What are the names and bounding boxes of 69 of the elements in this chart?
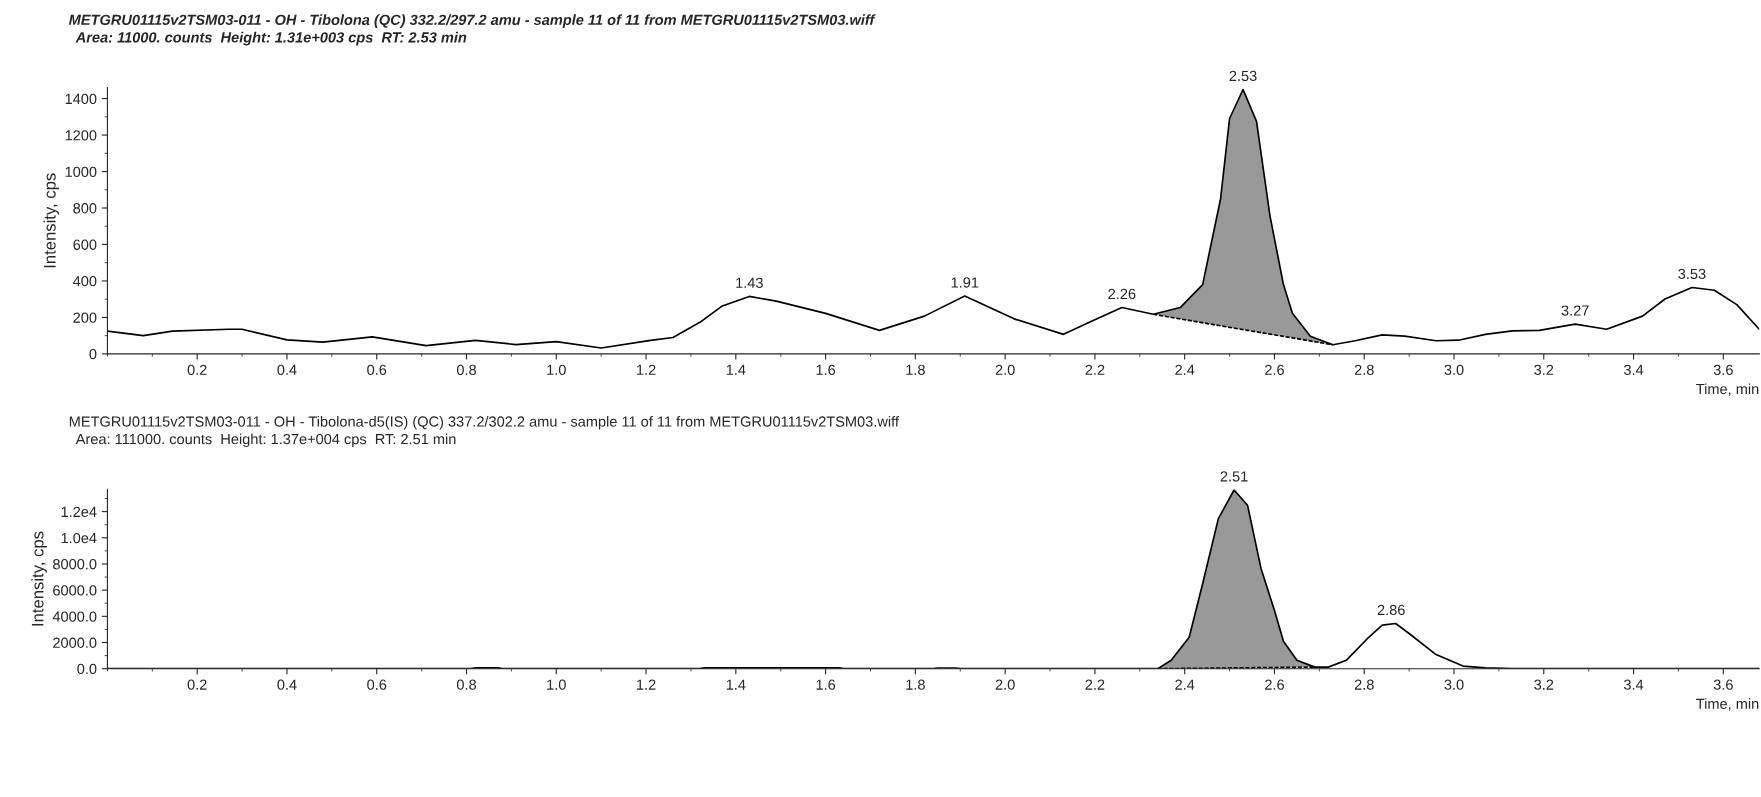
x-tick-label: 2.2 [1085, 679, 1105, 690]
y-axis-title: Intensity, cps [43, 173, 60, 268]
annotation: 2.53 [1229, 70, 1257, 82]
x-tick-label: 0.4 [277, 679, 297, 690]
x-tick-label: 3.6 [1713, 679, 1733, 690]
annotation: 2.51 [1220, 471, 1248, 482]
x-tick-label: 1.6 [816, 679, 836, 690]
x-tick-label: 0.4 [277, 364, 297, 375]
line-series [107, 88, 1760, 349]
x-tick-label: 3.0 [1444, 679, 1464, 690]
y-tick-label: 0.0 [77, 663, 97, 675]
line-series [1152, 313, 1334, 346]
annotation: 2.26 [1108, 288, 1136, 300]
y-tick-label: 4000.0 [52, 611, 97, 622]
x-tick-label: 0.8 [456, 364, 477, 375]
y-tick-label: 0 [89, 348, 97, 360]
x-tick-label: 0.6 [367, 364, 387, 375]
y-tick-label: 1.2e4 [61, 506, 97, 518]
x-tick-label: 2.8 [1354, 679, 1374, 690]
x-tick-label: 2.0 [995, 364, 1015, 375]
y-tick-label: 8000.0 [53, 559, 97, 570]
annotation: 2.86 [1377, 604, 1405, 616]
annotation: 1.43 [736, 277, 763, 288]
x-axis-title: Time, min [1696, 698, 1759, 711]
annotation: 3.27 [1561, 305, 1589, 316]
x-tick-label: 2.6 [1265, 679, 1284, 690]
x-tick-label: 2.6 [1265, 364, 1284, 375]
x-tick-label: 1.8 [906, 364, 925, 375]
y-tick-label: 1.0e4 [61, 532, 97, 544]
x-tick-label: 2.0 [995, 679, 1015, 690]
annotation: 1.91 [951, 277, 979, 288]
chart-title: METGRU01115v2TSM03-011 - OH - Tibolona-d5(IS) (QC) 337.2/302.2 amu - sample 11 of 11 from METGRU01115v2TSM03.wiff [69, 415, 899, 430]
x-tick-label: 3.4 [1623, 364, 1644, 375]
x-tick-label: 1.6 [816, 364, 836, 375]
x-tick-label: 2.4 [1175, 364, 1195, 375]
x-tick-label: 0.2 [187, 364, 207, 375]
x-tick-label: 0.6 [367, 679, 387, 690]
x-tick-label: 3.2 [1534, 679, 1554, 690]
x-tick-label: 3.0 [1444, 364, 1464, 375]
y-tick-label: 200 [73, 312, 97, 323]
x-tick-label: 1.0 [547, 679, 566, 690]
y-tick-label: 2000.0 [53, 637, 97, 648]
x-tick-label: 1.2 [637, 364, 656, 375]
y-tick-label: 600 [73, 239, 97, 250]
y-tick-label: 6000.0 [53, 585, 97, 596]
x-tick-label: 2.2 [1085, 364, 1105, 375]
y-tick-label: 1000 [65, 166, 97, 177]
x-tick-label: 1.4 [726, 364, 746, 375]
x-tick-label: 2.8 [1354, 364, 1374, 375]
y-tick-label: 1200 [65, 130, 97, 141]
y-tick-label: 400 [73, 276, 97, 287]
x-tick-label: 3.4 [1623, 679, 1644, 690]
y-axis-title: Intensity, cps [31, 531, 47, 626]
x-tick-label: 1.4 [726, 679, 746, 690]
chart-subtitle: Area: 11000. counts Height: 1.31e+003 cps RT: 2.53 min [75, 31, 467, 46]
x-tick-label: 1.8 [906, 679, 925, 690]
y-tick-label: 1400 [65, 93, 97, 105]
annotation: 3.53 [1678, 268, 1706, 280]
x-tick-label: 1.0 [547, 364, 566, 375]
x-tick-label: 3.6 [1713, 364, 1733, 375]
x-tick-label: 0.2 [187, 679, 207, 690]
x-axis-title: Time, min [1696, 383, 1759, 396]
x-tick-label: 2.4 [1175, 679, 1195, 690]
chart-title: METGRU01115v2TSM03-011 - OH - Tibolona (QC) 332.2/297.2 amu - sample 11 of 11 from METGRU01115v2TSM03.wiff [68, 14, 876, 28]
x-tick-label: 3.2 [1534, 364, 1554, 375]
chart-subtitle: Area: 111000. counts Height: 1.37e+004 cps RT: 2.51 min [75, 433, 456, 448]
y-tick-label: 800 [73, 203, 97, 214]
x-tick-label: 0.8 [456, 679, 477, 690]
x-tick-label: 1.2 [637, 679, 656, 690]
